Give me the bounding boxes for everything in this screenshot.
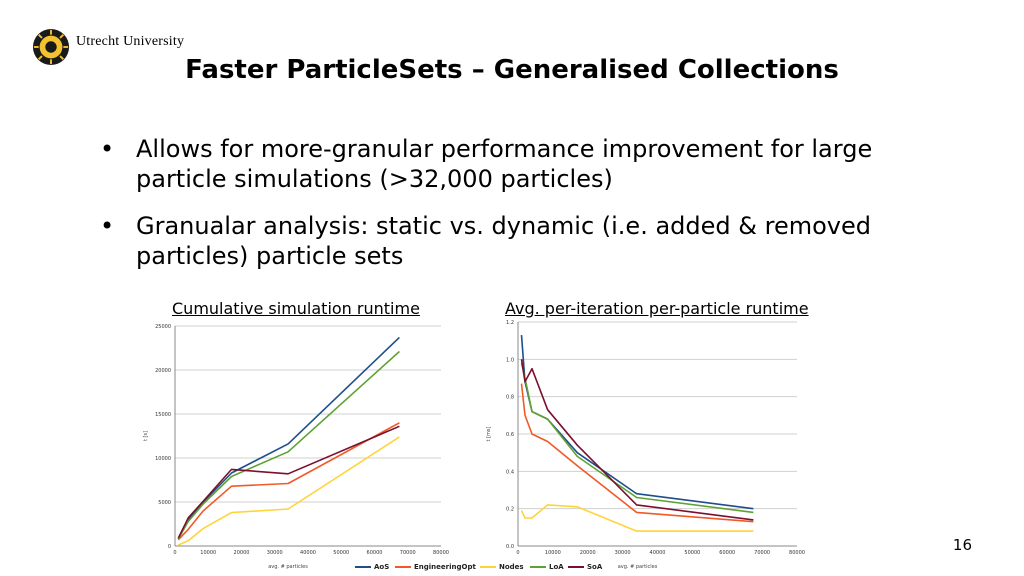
chart-1: 0 5000 10000 15000 20000 25000 0 10000 20000 3000… [143, 324, 449, 570]
series-line-aos [520, 335, 754, 510]
series-line-engineeringopt [520, 383, 754, 523]
x-tick-label: 0 [516, 550, 519, 556]
y-tick-label: 0 [168, 544, 171, 550]
sun-seal-icon [32, 28, 70, 66]
x-tick-label: 80000 [433, 550, 449, 556]
series-line-engineeringopt [177, 422, 400, 541]
x-tick-label: 30000 [267, 550, 283, 556]
y-tick-label: 10000 [155, 456, 171, 462]
y-tick-label: 1.2 [506, 320, 514, 326]
x-tick-label: 80000 [789, 550, 805, 556]
series-line-soa [177, 425, 400, 539]
y-tick-label: 0.6 [506, 432, 514, 438]
legend-label-aos: AoS [374, 563, 389, 571]
x-tick-label: 10000 [545, 550, 561, 556]
x-tick-label: 60000 [367, 550, 383, 556]
x-tick-label: 20000 [234, 550, 250, 556]
y-tick-label: 25000 [155, 324, 171, 330]
x-tick-label: 70000 [754, 550, 770, 556]
university-logo: Utrecht University [32, 28, 184, 66]
y-tick-label: 0.4 [506, 469, 514, 475]
series-line-nodes [177, 436, 400, 546]
legend-label-loa: LoA [549, 563, 564, 571]
slide-title: Faster ParticleSets – Generalised Collec… [185, 55, 839, 85]
x-tick-label: 30000 [615, 550, 631, 556]
logo-text: Utrecht University [76, 34, 185, 49]
chart-2: 0.0 0.2 0.4 0.6 0.8 1.0 1.2 0 10000 20000 30000 400… [486, 320, 805, 570]
x-tick-label: 70000 [400, 550, 416, 556]
series-line-soa [520, 359, 754, 521]
x-axis-label: avg. # particles [268, 564, 308, 570]
chart-title-avg: Avg. per-iteration per-particle runtime [505, 299, 809, 318]
legend-label-nodes: Nodes [499, 563, 524, 571]
y-tick-label: 0.8 [506, 395, 514, 401]
y-tick-label: 1.0 [506, 357, 514, 363]
y-tick-label: 0.2 [506, 507, 514, 513]
y-tick-label: 20000 [155, 368, 171, 374]
legend: AoS EngineeringOpt Nodes LoA SoA [355, 563, 603, 571]
x-tick-label: 50000 [333, 550, 349, 556]
bullet-list: Allows for more-granular performance imp… [100, 134, 960, 288]
bullet-item: Allows for more-granular performance imp… [100, 134, 960, 194]
x-axis-label: avg. # particles [618, 564, 658, 570]
y-tick-label: 5000 [158, 500, 171, 506]
x-tick-label: 10000 [200, 550, 216, 556]
series-line-loa [177, 350, 400, 540]
legend-label-soa: SoA [587, 563, 603, 571]
x-tick-label: 20000 [580, 550, 596, 556]
chart-title-cumulative: Cumulative simulation runtime [172, 299, 420, 318]
series-line-nodes [520, 504, 754, 532]
bullet-item: Granualar analysis: static vs. dynamic (… [100, 211, 960, 271]
y-axis-label: t [s] [143, 431, 149, 441]
legend-label-engineeringopt: EngineeringOpt [414, 563, 476, 571]
x-tick-label: 40000 [650, 550, 666, 556]
page-number: 16 [952, 536, 972, 554]
y-axis-label: t [ms] [486, 426, 492, 441]
y-tick-label: 15000 [155, 412, 171, 418]
series-line-loa [520, 362, 754, 514]
y-tick-label: 0.0 [506, 544, 514, 550]
x-tick-label: 60000 [719, 550, 735, 556]
x-tick-label: 50000 [684, 550, 700, 556]
x-tick-label: 0 [173, 550, 176, 556]
x-tick-label: 40000 [300, 550, 316, 556]
